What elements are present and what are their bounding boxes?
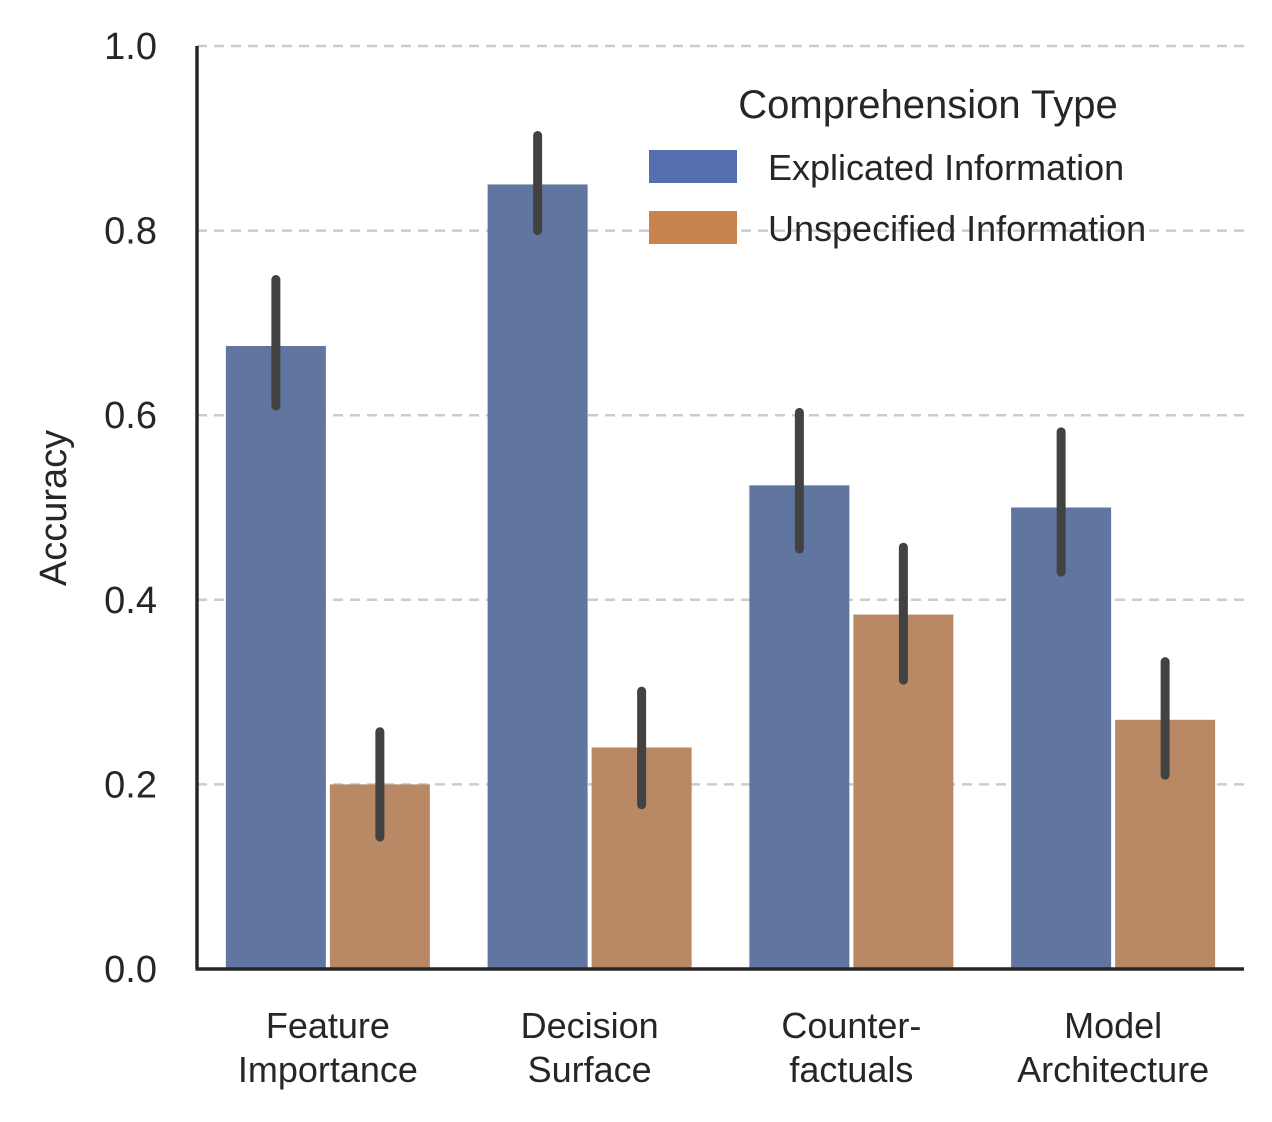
x-tick-label-line: Importance — [238, 1049, 418, 1090]
x-tick-labels: Feature Importance Decision Surface Counter-… — [238, 1005, 1209, 1090]
y-tick-label: 0.2 — [104, 764, 157, 806]
bar-explicated — [225, 345, 326, 970]
bars — [225, 184, 1216, 970]
bar-explicated — [749, 485, 850, 969]
y-tick-labels: 0.0 0.2 0.4 0.6 0.8 1.0 — [104, 26, 157, 991]
x-tick-label-line: factuals — [789, 1049, 913, 1090]
x-tick-label-line: Surface — [528, 1049, 652, 1090]
x-tick-label: Feature Importance — [238, 1005, 418, 1090]
x-tick-label-line: Counter- — [781, 1005, 921, 1046]
y-tick-label: 0.0 — [104, 949, 157, 991]
axes — [195, 46, 1244, 971]
error-bars — [271, 131, 1170, 842]
legend-swatch — [649, 211, 737, 244]
legend-label: Unspecified Information — [768, 208, 1146, 249]
y-tick-label: 1.0 — [104, 26, 157, 68]
x-tick-label: Model Architecture — [1017, 1005, 1209, 1090]
y-tick-label: 0.6 — [104, 395, 157, 437]
legend: Comprehension Type Explicated Information… — [649, 83, 1146, 249]
bar-explicated — [1011, 507, 1112, 969]
x-tick-label-line: Architecture — [1017, 1049, 1209, 1090]
x-tick-label-line: Decision — [521, 1005, 659, 1046]
y-axis-label: Accuracy — [33, 430, 75, 586]
x-tick-label-line: Feature — [266, 1005, 390, 1046]
legend-title: Comprehension Type — [738, 83, 1118, 127]
x-tick-label: Decision Surface — [521, 1005, 659, 1090]
y-tick-label: 0.8 — [104, 211, 157, 253]
legend-label: Explicated Information — [768, 147, 1124, 188]
legend-swatch — [649, 150, 737, 183]
bar-explicated — [487, 184, 588, 969]
x-tick-label: Counter-factuals — [781, 1005, 921, 1090]
x-tick-label-line: Model — [1064, 1005, 1162, 1046]
y-tick-label: 0.4 — [104, 580, 157, 622]
